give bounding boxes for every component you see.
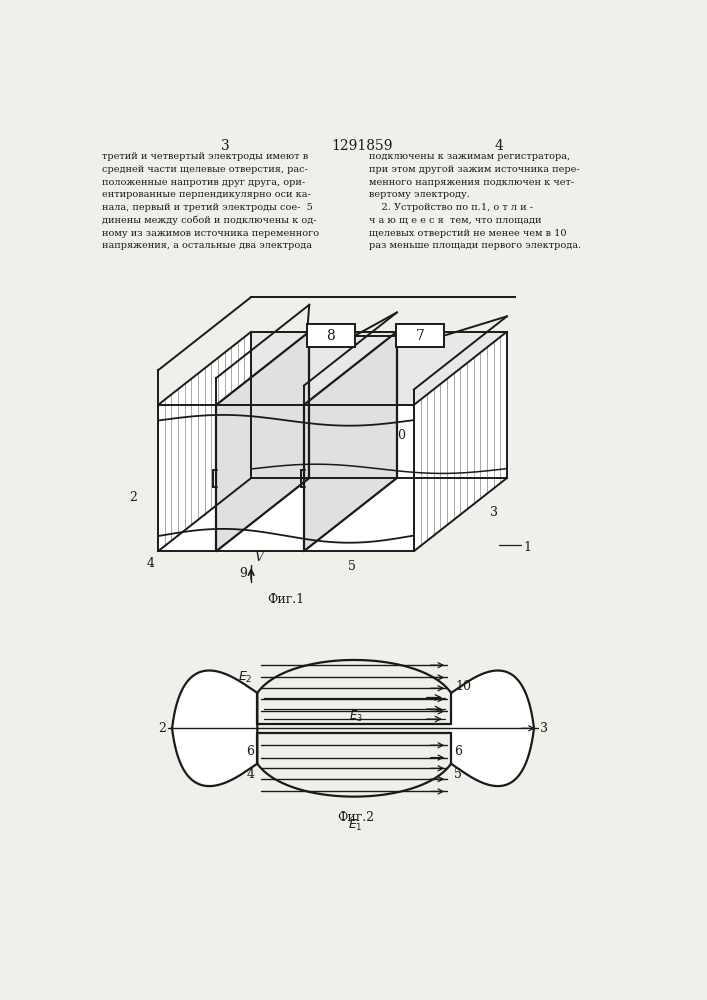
Text: 3: 3 <box>540 722 548 735</box>
Text: менного напряжения подключен к чет-: менного напряжения подключен к чет- <box>369 178 574 187</box>
Text: $E_1$: $E_1$ <box>349 818 363 833</box>
Text: щелевых отверстий не менее чем в 10: щелевых отверстий не менее чем в 10 <box>369 229 566 238</box>
Text: 6: 6 <box>454 745 462 758</box>
Text: 4: 4 <box>495 139 503 153</box>
Text: 7: 7 <box>416 329 424 343</box>
Polygon shape <box>158 405 414 551</box>
Text: 1291859: 1291859 <box>331 139 392 153</box>
Text: 10: 10 <box>391 429 407 442</box>
Text: 4: 4 <box>246 768 255 781</box>
Polygon shape <box>304 332 397 551</box>
Text: 9: 9 <box>240 567 247 580</box>
Text: 5: 5 <box>454 768 462 781</box>
Text: средней части щелевые отверстия, рас-: средней части щелевые отверстия, рас- <box>103 165 308 174</box>
Text: 5: 5 <box>348 560 356 573</box>
Text: ному из зажимов источника переменного: ному из зажимов источника переменного <box>103 229 320 238</box>
Text: 8: 8 <box>327 329 335 343</box>
Polygon shape <box>451 671 534 786</box>
Text: 3: 3 <box>490 506 498 519</box>
Text: раз меньше площади первого электрода.: раз меньше площади первого электрода. <box>369 241 581 250</box>
Text: нала, первый и третий электроды сое-  5: нала, первый и третий электроды сое- 5 <box>103 203 313 212</box>
Text: $E_2$: $E_2$ <box>238 670 252 685</box>
Text: 6: 6 <box>246 745 255 758</box>
Text: 2. Устройство по п.1, о т л и -: 2. Устройство по п.1, о т л и - <box>369 203 533 212</box>
Text: 2: 2 <box>158 722 166 735</box>
Text: Фиг.1: Фиг.1 <box>267 593 305 606</box>
Text: третий и четвертый электроды имеют в: третий и четвертый электроды имеют в <box>103 152 308 161</box>
Polygon shape <box>216 332 309 551</box>
Text: 2: 2 <box>129 491 137 504</box>
Text: при этом другой зажим источника пере-: при этом другой зажим источника пере- <box>369 165 580 174</box>
Text: ч а ю щ е е с я  тем, что площади: ч а ю щ е е с я тем, что площади <box>369 216 542 225</box>
Bar <box>307 324 355 347</box>
Text: 4: 4 <box>146 557 154 570</box>
Text: V: V <box>255 551 263 564</box>
Text: динены между собой и подключены к од-: динены между собой и подключены к од- <box>103 216 317 225</box>
Text: 6: 6 <box>241 491 249 504</box>
Bar <box>396 324 444 347</box>
Text: вертому электроду.: вертому электроду. <box>369 190 469 199</box>
Text: 3: 3 <box>221 139 230 153</box>
Text: 6: 6 <box>331 495 339 508</box>
Polygon shape <box>414 332 507 551</box>
Polygon shape <box>158 332 507 405</box>
Text: 10: 10 <box>456 680 472 693</box>
Polygon shape <box>172 671 257 786</box>
Text: напряжения, а остальные два электрода: напряжения, а остальные два электрода <box>103 241 312 250</box>
Polygon shape <box>158 332 251 551</box>
Text: положенные напротив друг друга, ори-: положенные напротив друг друга, ори- <box>103 178 305 187</box>
Text: $E_3$: $E_3$ <box>349 709 363 724</box>
Text: Фиг.2: Фиг.2 <box>337 811 374 824</box>
Text: 1: 1 <box>524 541 532 554</box>
Text: подключены к зажимам регистратора,: подключены к зажимам регистратора, <box>369 152 570 161</box>
Text: ентированные перпендикулярно оси ка-: ентированные перпендикулярно оси ка- <box>103 190 311 199</box>
